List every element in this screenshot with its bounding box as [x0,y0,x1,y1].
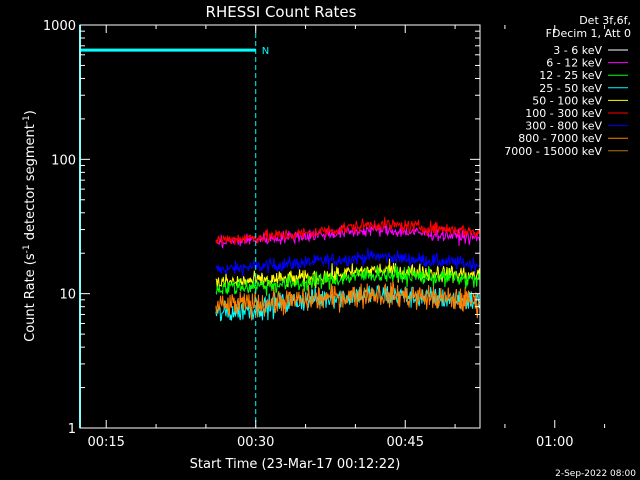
data-layer [215,106,480,322]
legend-label: 100 - 300 keV [525,107,602,120]
x-tick-label: 01:00 [536,435,573,450]
series-line-6 [215,248,480,278]
legend-header: Det 3f,6f, [579,14,631,27]
night-label: N [262,46,269,57]
y-tick-label: 100 [51,153,76,168]
y-tick-label: 1000 [43,19,76,34]
legend-label: 800 - 7000 keV [518,132,602,145]
legend-label: 12 - 25 keV [539,69,602,82]
legend-header: FDecim 1, Att 0 [546,27,631,40]
series-line-0 [215,106,480,118]
legend-label: 3 - 6 keV [553,44,602,57]
series-line-7 [215,280,480,321]
x-tick-label: 00:15 [87,435,124,450]
y-tick-label: 10 [59,288,76,303]
footer-timestamp: 2-Sep-2022 08:00 [555,469,636,479]
chart-title: RHESSI Count Rates [206,3,357,21]
series-line-1 [215,223,480,249]
x-tick-label: 00:45 [387,435,424,450]
series-line-5 [215,216,480,246]
legend-label: 50 - 100 keV [532,94,602,107]
legend-label: 300 - 800 keV [525,120,602,133]
x-tick-label: 00:30 [237,435,274,450]
y-axis-label: Count Rate (s-1 detector segment-1) [22,110,38,342]
legend-label: 7000 - 15000 keV [504,145,602,158]
axis-ticks: 00:1500:3000:4501:0001:1501:3001:4511010… [43,19,606,450]
plot-frame [79,24,481,429]
series-line-2 [215,264,480,296]
x-axis-label: Start Time (23-Mar-17 00:12:22) [190,457,401,472]
legend-label: 6 - 12 keV [546,57,602,70]
legend-label: 25 - 50 keV [539,82,602,95]
y-tick-label: 1 [68,422,76,437]
